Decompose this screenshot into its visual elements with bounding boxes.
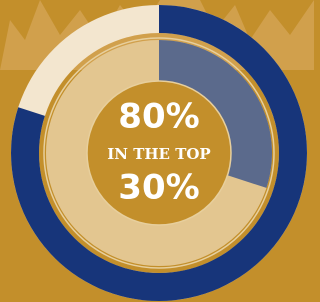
value-label: 80%: [118, 97, 199, 137]
value-label: 30%: [118, 168, 199, 208]
caption: IN THE TOP: [107, 145, 210, 163]
chart: 80% IN THE TOP 30%: [0, 0, 314, 302]
